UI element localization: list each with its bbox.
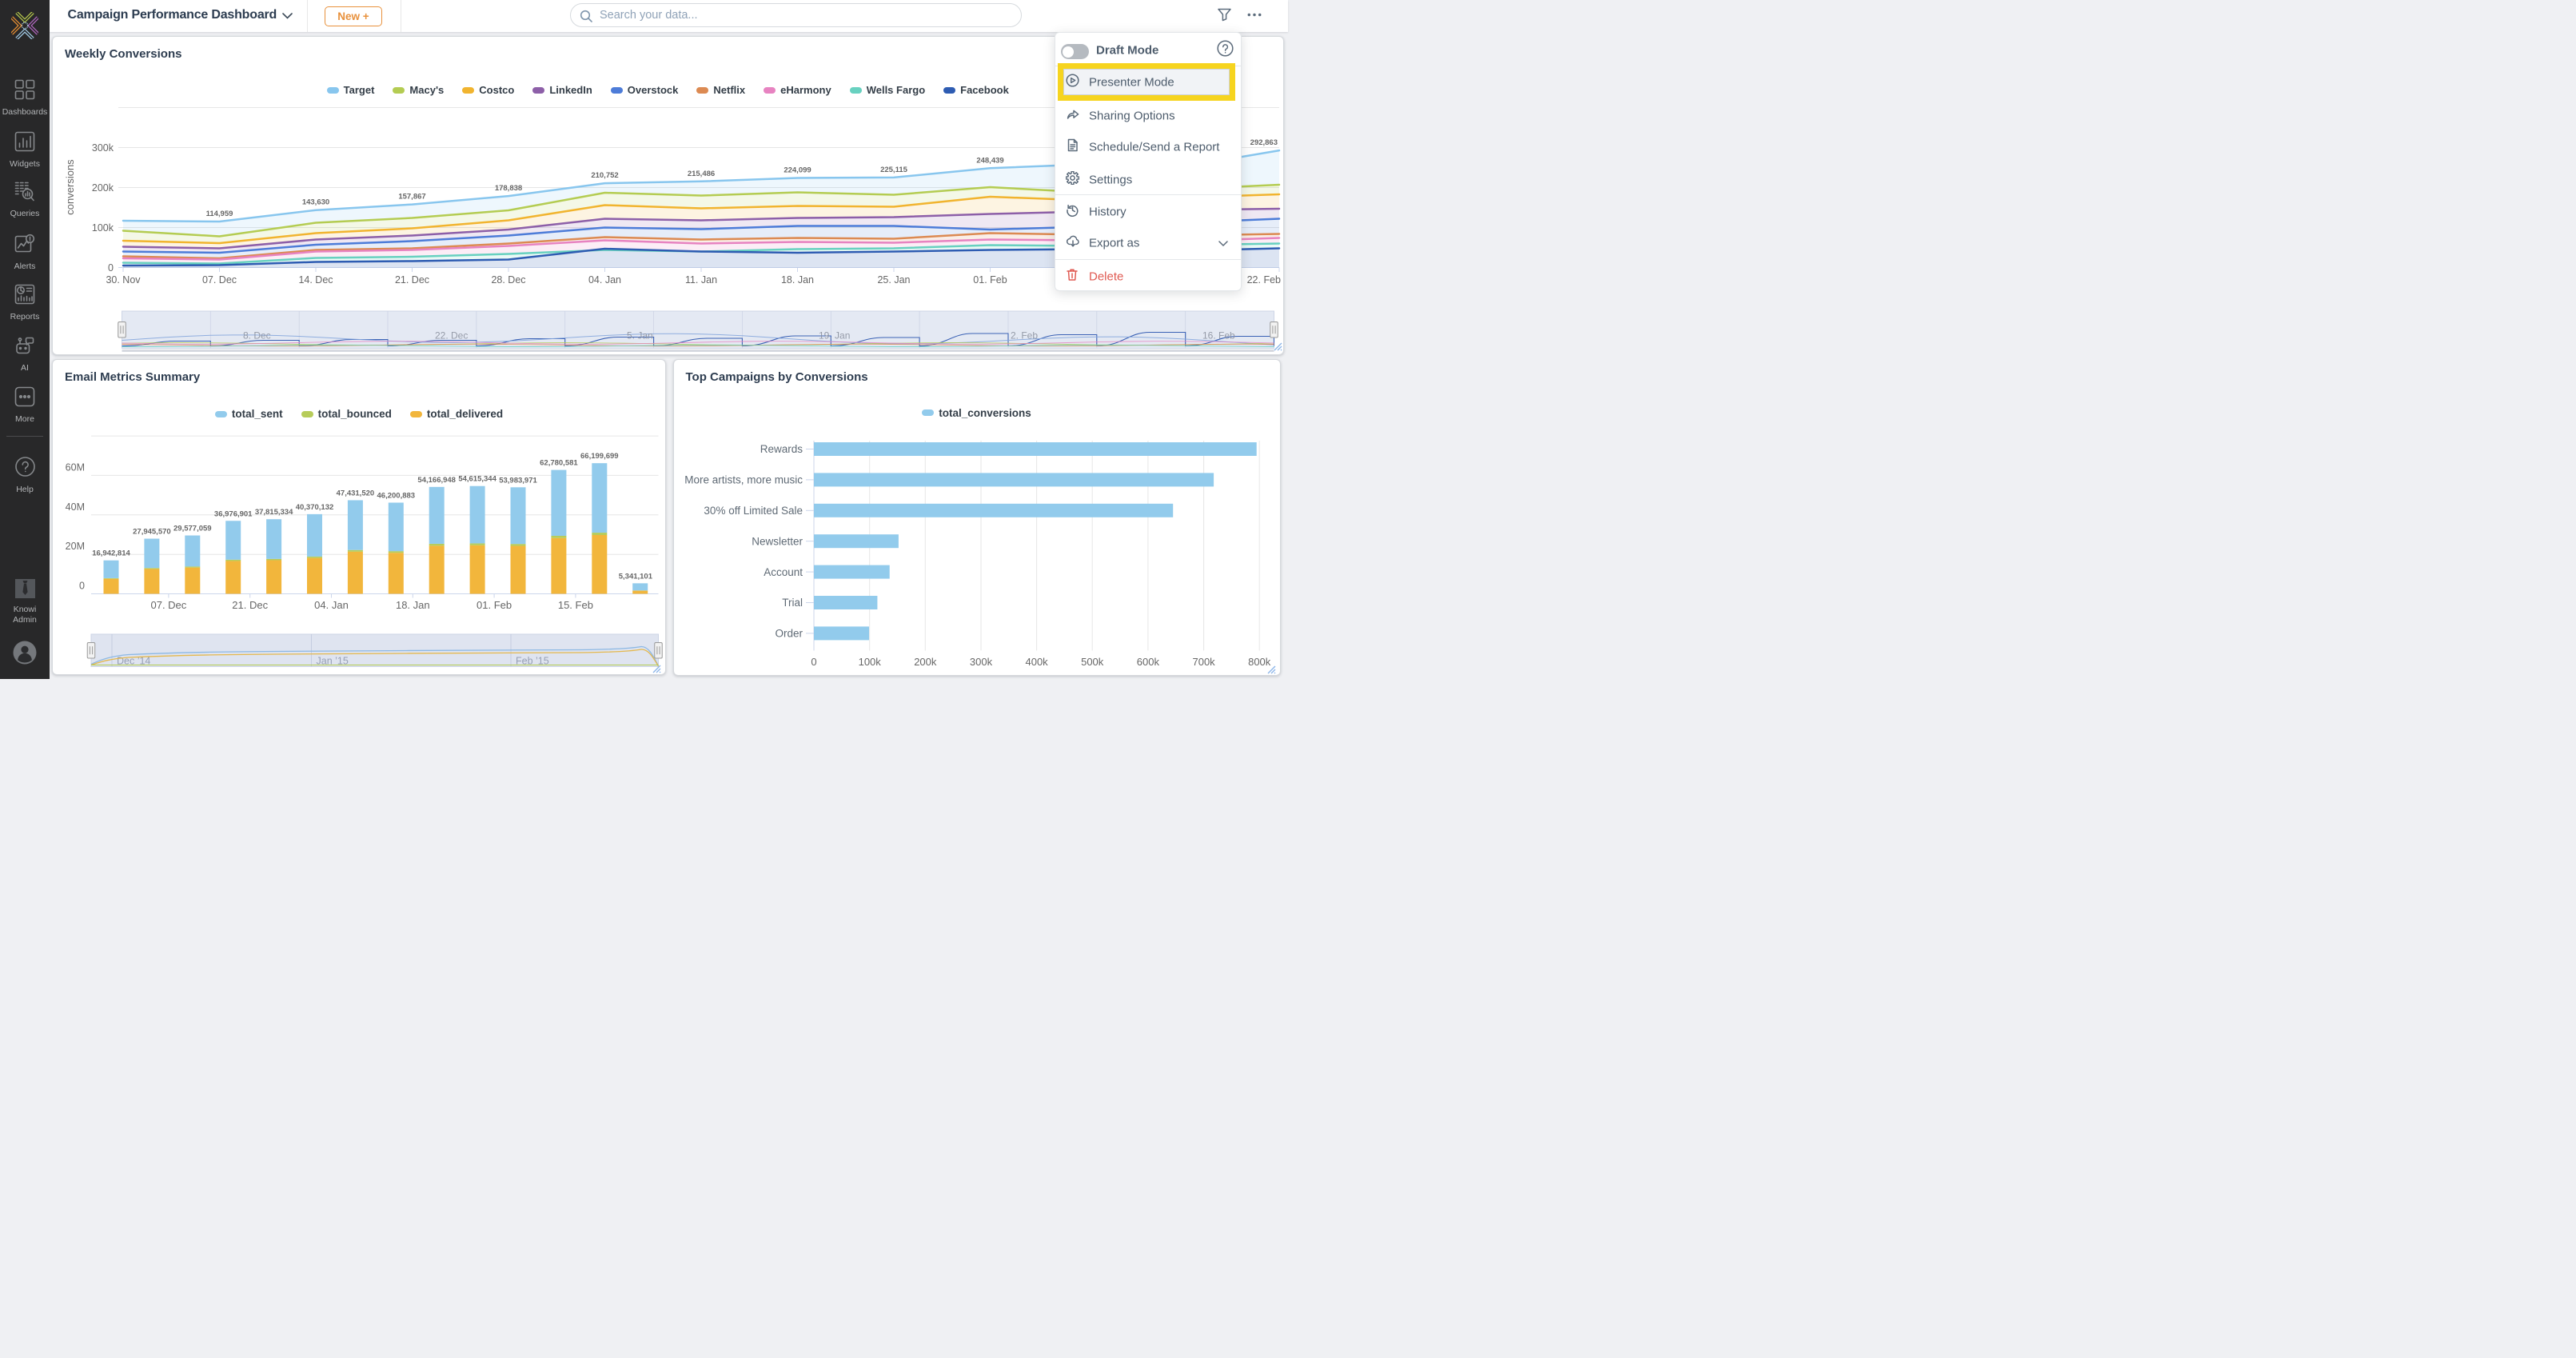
svg-text:Account: Account	[764, 566, 803, 578]
svg-text:Rewards: Rewards	[760, 443, 803, 455]
svg-text:16. Feb: 16. Feb	[1202, 330, 1235, 341]
svg-text:46,200,883: 46,200,883	[377, 492, 416, 501]
svg-text:54,166,948: 54,166,948	[417, 476, 456, 485]
svg-text:40,370,132: 40,370,132	[296, 503, 334, 512]
svg-text:200k: 200k	[92, 182, 114, 194]
svg-text:0: 0	[108, 262, 114, 274]
svg-text:54,615,344: 54,615,344	[458, 475, 496, 484]
svg-text:27,945,570: 27,945,570	[133, 528, 171, 537]
svg-text:20M: 20M	[66, 541, 85, 552]
svg-text:215,486: 215,486	[688, 170, 715, 178]
svg-text:21. Dec: 21. Dec	[395, 274, 429, 286]
svg-text:16,942,814: 16,942,814	[92, 549, 130, 558]
svg-text:100k: 100k	[92, 222, 114, 234]
svg-text:More artists, more music: More artists, more music	[684, 474, 803, 486]
svg-text:04. Jan: 04. Jan	[314, 599, 349, 611]
svg-text:60M: 60M	[66, 461, 85, 473]
svg-text:210,752: 210,752	[591, 171, 618, 180]
svg-text:248,439: 248,439	[976, 156, 1003, 165]
svg-text:600k: 600k	[1136, 656, 1159, 668]
svg-text:Trial: Trial	[782, 597, 803, 609]
svg-text:30% off Limited Sale: 30% off Limited Sale	[704, 505, 803, 517]
svg-text:292,863: 292,863	[1250, 138, 1278, 147]
svg-text:62,780,581: 62,780,581	[540, 459, 578, 468]
svg-text:5,341,101: 5,341,101	[619, 572, 653, 581]
svg-text:157,867: 157,867	[398, 193, 425, 202]
svg-text:114,959: 114,959	[206, 210, 233, 218]
svg-text:400k: 400k	[1025, 656, 1048, 668]
svg-text:15. Feb: 15. Feb	[558, 599, 593, 611]
svg-text:225,115: 225,115	[880, 166, 908, 174]
svg-text:07. Dec: 07. Dec	[202, 274, 237, 286]
svg-text:53,983,971: 53,983,971	[499, 476, 537, 485]
svg-text:36,976,901: 36,976,901	[214, 509, 253, 518]
svg-text:19. Jan: 19. Jan	[819, 330, 850, 341]
svg-text:01. Feb: 01. Feb	[477, 599, 512, 611]
svg-text:47,431,520: 47,431,520	[337, 489, 375, 498]
svg-text:25. Jan: 25. Jan	[877, 274, 910, 286]
svg-text:8. Dec: 8. Dec	[243, 330, 271, 341]
svg-text:11. Jan: 11. Jan	[685, 274, 717, 286]
svg-text:200k: 200k	[914, 656, 937, 668]
svg-text:07. Dec: 07. Dec	[150, 599, 186, 611]
svg-text:18. Jan: 18. Jan	[781, 274, 814, 286]
svg-text:21. Dec: 21. Dec	[232, 599, 268, 611]
svg-text:800k: 800k	[1248, 656, 1271, 668]
svg-text:2. Feb: 2. Feb	[1011, 330, 1038, 341]
svg-text:14. Dec: 14. Dec	[298, 274, 333, 286]
svg-text:300k: 300k	[969, 656, 992, 668]
svg-text:143,630: 143,630	[302, 198, 329, 207]
svg-text:40M: 40M	[66, 501, 85, 513]
svg-text:22. Feb: 22. Feb	[1247, 274, 1281, 286]
svg-text:178,838: 178,838	[495, 184, 522, 193]
svg-text:224,099: 224,099	[784, 166, 811, 175]
svg-text:100k: 100k	[858, 656, 881, 668]
svg-text:Newsletter: Newsletter	[752, 535, 803, 547]
svg-text:Order: Order	[775, 628, 803, 640]
svg-text:Feb ’15: Feb ’15	[516, 656, 549, 667]
svg-text:28. Dec: 28. Dec	[491, 274, 525, 286]
svg-text:700k: 700k	[1192, 656, 1215, 668]
svg-text:Jan ’15: Jan ’15	[317, 656, 349, 667]
svg-text:conversions: conversions	[64, 159, 76, 215]
svg-text:04. Jan: 04. Jan	[588, 274, 621, 286]
svg-text:0: 0	[79, 581, 85, 592]
svg-text:30. Nov: 30. Nov	[106, 274, 141, 286]
svg-text:18. Jan: 18. Jan	[396, 599, 430, 611]
svg-text:01. Feb: 01. Feb	[973, 274, 1007, 286]
svg-text:500k: 500k	[1081, 656, 1104, 668]
svg-text:0: 0	[811, 656, 816, 668]
svg-text:5. Jan: 5. Jan	[627, 330, 653, 341]
svg-text:22. Dec: 22. Dec	[435, 330, 468, 341]
svg-text:300k: 300k	[92, 142, 114, 154]
svg-text:37,815,334: 37,815,334	[255, 508, 293, 517]
svg-text:29,577,059: 29,577,059	[173, 525, 212, 533]
svg-text:66,199,699: 66,199,699	[580, 452, 619, 461]
